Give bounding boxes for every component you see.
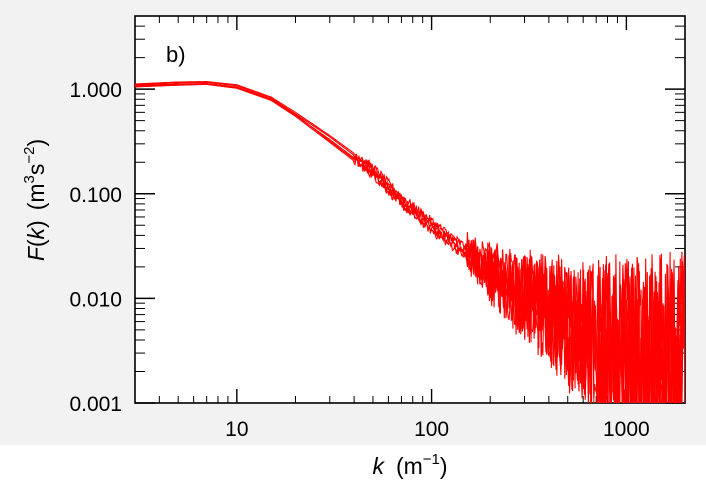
x-axis-label-sup: −1 — [423, 451, 440, 468]
x-tick-label: 10 — [225, 418, 248, 441]
y-axis-label-mid: s — [23, 164, 49, 176]
panel-label: b) — [166, 42, 186, 67]
series-layer — [135, 81, 685, 403]
series-line-5 — [135, 83, 685, 403]
y-axis-label-paren-open: ( — [23, 239, 49, 247]
y-axis-label: F(k) (m3s−2) — [21, 139, 49, 261]
x-axis-label: k (m−1) — [372, 451, 447, 479]
y-axis-label-k: k — [23, 226, 49, 239]
y-tick-label: 0.100 — [69, 184, 122, 207]
x-axis-label-symbol: k — [372, 453, 385, 479]
y-axis-label-sup1: 3 — [21, 175, 38, 183]
y-axis-label-units: (m — [23, 183, 49, 210]
y-axis-label-symbol: F — [23, 245, 49, 261]
x-axis-label-close: ) — [440, 453, 448, 479]
tick-labels: 10 100 1000 0.001 0.010 0.100 1.000 — [69, 79, 649, 441]
x-axis-label-units: (m — [396, 453, 423, 479]
y-tick-label: 0.010 — [69, 288, 122, 311]
x-tick-label: 100 — [414, 418, 449, 441]
y-axis-label-paren-close: ) — [23, 220, 49, 228]
x-tick-label: 1000 — [603, 418, 650, 441]
y-axis-label-sup2: −2 — [21, 146, 38, 163]
y-tick-label: 0.001 — [69, 393, 122, 416]
y-tick-label: 1.000 — [69, 79, 122, 102]
y-axis-label-close: ) — [23, 139, 49, 147]
